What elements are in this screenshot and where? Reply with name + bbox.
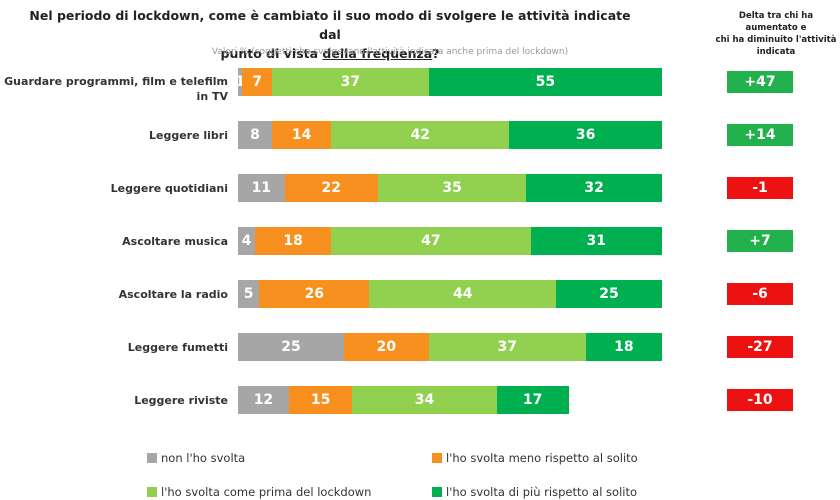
value-label: 14 [291, 127, 312, 143]
bar-segment [526, 174, 662, 202]
subtitle: Valori % (soggetti che svolgevano l'atti… [211, 47, 569, 57]
bar-segment [585, 333, 662, 361]
bar-segment [238, 333, 344, 361]
value-label: 11 [251, 180, 272, 196]
delta-box: -27 [727, 336, 793, 358]
value-label: 37 [340, 74, 361, 90]
bar-segment [530, 227, 662, 255]
bar-segment [556, 280, 662, 308]
bar-segment [428, 333, 586, 361]
value-label: 55 [535, 74, 556, 90]
bar-segment [271, 121, 332, 149]
legend-label: l'ho svolta di più rispetto al solito [446, 485, 638, 499]
value-label: 44 [452, 286, 473, 302]
bar-segment [254, 227, 332, 255]
bar-segment [242, 68, 272, 96]
value-label: 17 [522, 392, 543, 408]
value-label: 15 [310, 392, 331, 408]
legend-swatch [147, 487, 157, 497]
delta-box: -1 [727, 177, 793, 199]
title-line: punto di vista [220, 46, 323, 61]
value-label: 34 [414, 392, 435, 408]
value-label: 18 [283, 233, 303, 249]
category-label: Guardare programmi, film e telefilm in T… [4, 75, 228, 103]
value-label: 5 [243, 286, 254, 302]
bar-segment [238, 280, 260, 308]
bar-segment [369, 280, 556, 308]
value-label: 35 [442, 180, 462, 196]
value-label: 20 [376, 339, 397, 355]
title-underlined: della frequenza [322, 46, 433, 61]
bar-segment [352, 386, 497, 414]
bar-segment [428, 68, 662, 96]
value-label: 18 [614, 339, 634, 355]
category-label: Leggere libri [148, 128, 228, 142]
category-label: Leggere fumetti [127, 340, 228, 354]
legend-label: l'ho svolta come prima del lockdown [161, 485, 372, 499]
delta-header-line: chi ha diminuito l'attività [715, 35, 837, 45]
value-label: 47 [421, 233, 441, 249]
bar-segment [238, 227, 255, 255]
legend-swatch [147, 453, 157, 463]
legend-swatch [432, 453, 442, 463]
bar-segment [509, 121, 662, 149]
value-label: 12 [253, 392, 274, 408]
bar-segment [331, 227, 531, 255]
bar-segment [288, 386, 353, 414]
value-label: 37 [497, 339, 517, 355]
value-label: 36 [575, 127, 596, 143]
bar-segment [331, 121, 510, 149]
value-label: 4 [241, 233, 252, 249]
value-label: 8 [250, 127, 260, 143]
delta-header: Delta tra chi ha aumentato e chi ha dimi… [712, 10, 840, 58]
bar-segment [238, 68, 243, 96]
title-line: Nel periodo di lockdown, come è cambiato… [29, 8, 631, 42]
bar-segment [344, 333, 429, 361]
delta-box: +14 [727, 124, 793, 146]
legend-swatch [432, 487, 442, 497]
delta-box: -10 [727, 389, 793, 411]
category-label: Ascoltare musica [122, 234, 228, 248]
value-label: 1 [235, 74, 245, 90]
bar-segment [496, 386, 569, 414]
value-label: 32 [584, 180, 604, 196]
legend-label: non l'ho svolta [161, 451, 246, 465]
bar-segment [377, 174, 527, 202]
value-label: 22 [321, 180, 341, 196]
value-label: 42 [410, 127, 431, 143]
chart-title: Nel periodo di lockdown, come è cambiato… [20, 6, 640, 63]
delta-box: -6 [727, 283, 793, 305]
category-label: Leggere riviste [134, 393, 228, 407]
bar-segment [259, 280, 370, 308]
delta-header-line: indicata [756, 47, 796, 57]
value-label: 31 [586, 233, 606, 249]
category-label: Leggere quotidiani [110, 181, 228, 195]
bar-segment [271, 68, 429, 96]
value-label: 25 [281, 339, 301, 355]
delta-box: +7 [727, 230, 793, 252]
delta-box: +47 [727, 71, 793, 93]
bar-segment [238, 121, 272, 149]
title-end: ? [432, 46, 440, 61]
bar-segment [238, 174, 285, 202]
legend-label: l'ho svolta meno rispetto al solito [446, 451, 638, 465]
delta-header-line: Delta tra chi ha aumentato e [738, 11, 814, 33]
value-label: 7 [252, 74, 262, 90]
bar-segment [284, 174, 378, 202]
category-label: Ascoltare la radio [118, 287, 228, 301]
value-label: 25 [599, 286, 619, 302]
value-label: 26 [304, 286, 325, 302]
bar-segment [238, 386, 289, 414]
